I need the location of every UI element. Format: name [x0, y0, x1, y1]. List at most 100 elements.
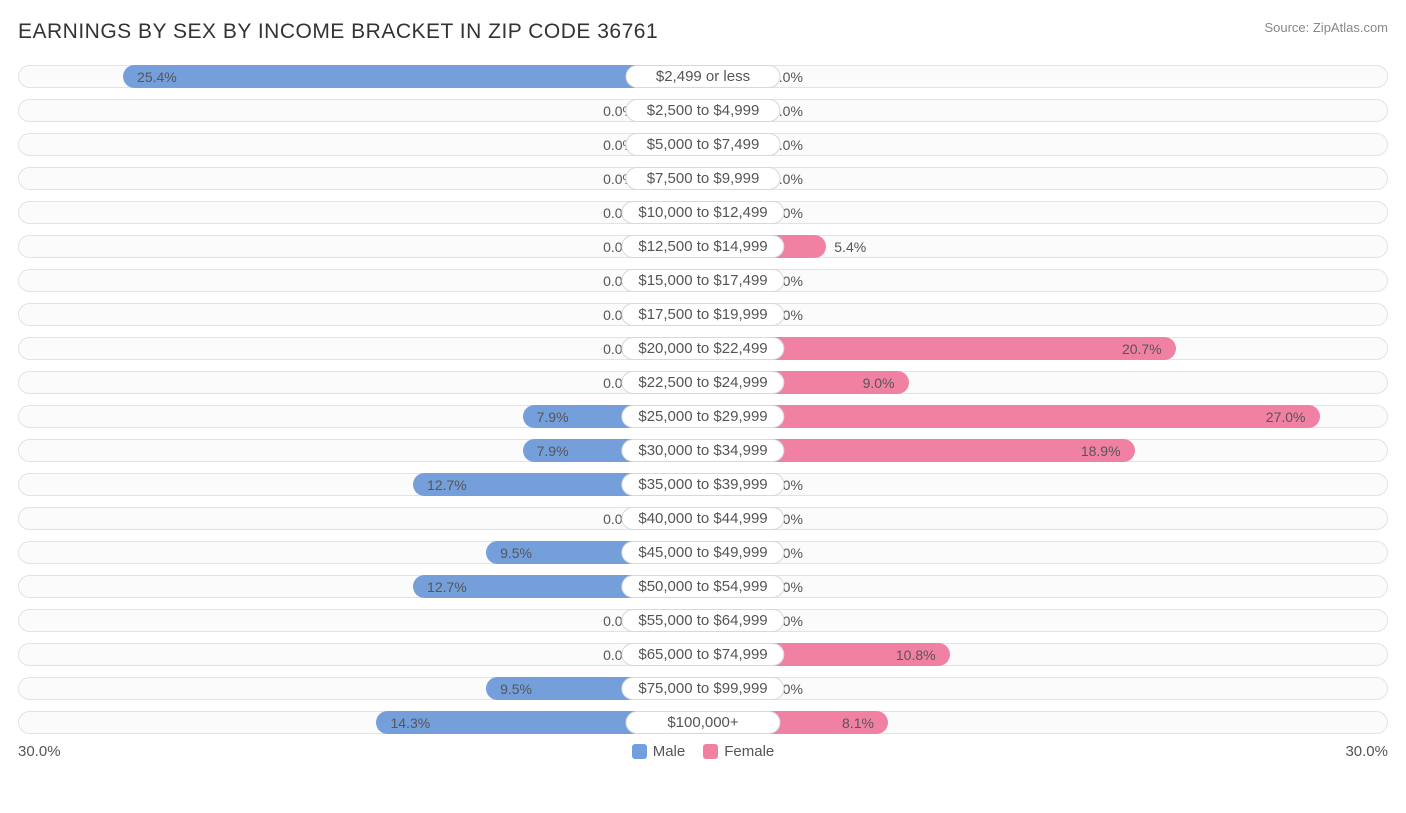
chart-row: 0.0%0.0%$5,000 to $7,499 [18, 130, 1388, 159]
legend-item-female: Female [703, 743, 774, 760]
chart-row: 0.0%5.4%$12,500 to $14,999 [18, 232, 1388, 261]
male-value: 9.5% [496, 545, 536, 561]
male-bar: 25.4% [123, 65, 703, 88]
chart-row: 7.9%18.9%$30,000 to $34,999 [18, 436, 1388, 465]
category-label: $75,000 to $99,999 [621, 677, 784, 700]
female-half [703, 235, 1388, 258]
female-half [703, 507, 1388, 530]
female-bar: 27.0% [703, 405, 1320, 428]
category-label: $20,000 to $22,499 [621, 337, 784, 360]
female-half: 27.0% [703, 405, 1388, 428]
female-half [703, 677, 1388, 700]
chart-row: 9.5%0.0%$75,000 to $99,999 [18, 674, 1388, 703]
category-label: $5,000 to $7,499 [626, 133, 781, 156]
male-half [18, 235, 703, 258]
category-label: $55,000 to $64,999 [621, 609, 784, 632]
male-half [18, 133, 703, 156]
category-label: $25,000 to $29,999 [621, 405, 784, 428]
chart-title: EARNINGS BY SEX BY INCOME BRACKET IN ZIP… [18, 20, 658, 44]
chart-row: 12.7%0.0%$35,000 to $39,999 [18, 470, 1388, 499]
chart-row: 0.0%0.0%$55,000 to $64,999 [18, 606, 1388, 635]
male-half: 9.5% [18, 677, 703, 700]
female-value: 20.7% [1118, 341, 1166, 357]
male-value: 25.4% [133, 69, 181, 85]
female-value: 9.0% [859, 375, 899, 391]
male-half: 12.7% [18, 575, 703, 598]
female-half [703, 65, 1388, 88]
chart-row: 0.0%9.0%$22,500 to $24,999 [18, 368, 1388, 397]
female-half [703, 541, 1388, 564]
legend-swatch-female [703, 744, 718, 759]
category-label: $40,000 to $44,999 [621, 507, 784, 530]
male-half: 14.3% [18, 711, 703, 734]
female-half [703, 303, 1388, 326]
male-half [18, 269, 703, 292]
male-half [18, 201, 703, 224]
category-label: $100,000+ [626, 711, 781, 734]
male-value: 7.9% [533, 443, 573, 459]
male-half: 12.7% [18, 473, 703, 496]
chart-row: 0.0%0.0%$2,500 to $4,999 [18, 96, 1388, 125]
male-value: 7.9% [533, 409, 573, 425]
male-half: 25.4% [18, 65, 703, 88]
chart-row: 0.0%0.0%$10,000 to $12,499 [18, 198, 1388, 227]
female-half: 8.1% [703, 711, 1388, 734]
diverging-bar-chart: 25.4%0.0%$2,499 or less0.0%0.0%$2,500 to… [18, 62, 1388, 737]
category-label: $17,500 to $19,999 [621, 303, 784, 326]
category-label: $12,500 to $14,999 [621, 235, 784, 258]
chart-footer: 30.0% Male Female 30.0% [18, 743, 1388, 760]
legend-item-male: Male [632, 743, 686, 760]
male-half: 7.9% [18, 405, 703, 428]
female-half [703, 167, 1388, 190]
male-half [18, 167, 703, 190]
chart-source: Source: ZipAtlas.com [1264, 20, 1388, 35]
chart-row: 14.3% 8.1% $100,000+ [18, 708, 1388, 737]
female-half [703, 269, 1388, 292]
male-half [18, 507, 703, 530]
chart-header: EARNINGS BY SEX BY INCOME BRACKET IN ZIP… [18, 20, 1388, 44]
chart-row: 0.0%0.0%$40,000 to $44,999 [18, 504, 1388, 533]
male-value: 12.7% [423, 477, 471, 493]
category-label: $7,500 to $9,999 [626, 167, 781, 190]
category-label: $2,499 or less [626, 65, 781, 88]
category-label: $15,000 to $17,499 [621, 269, 784, 292]
category-label: $22,500 to $24,999 [621, 371, 784, 394]
chart-row: 0.0%0.0%$7,500 to $9,999 [18, 164, 1388, 193]
male-half: 9.5% [18, 541, 703, 564]
male-half: 7.9% [18, 439, 703, 462]
female-half [703, 201, 1388, 224]
female-half [703, 575, 1388, 598]
male-value: 12.7% [423, 579, 471, 595]
legend-label-female: Female [724, 743, 774, 760]
axis-max-left: 30.0% [18, 743, 61, 760]
chart-row: 12.7%0.0%$50,000 to $54,999 [18, 572, 1388, 601]
chart-row: 0.0%0.0%$17,500 to $19,999 [18, 300, 1388, 329]
female-half [703, 133, 1388, 156]
category-label: $45,000 to $49,999 [621, 541, 784, 564]
legend-label-male: Male [653, 743, 686, 760]
category-label: $65,000 to $74,999 [621, 643, 784, 666]
male-half [18, 303, 703, 326]
category-label: $35,000 to $39,999 [621, 473, 784, 496]
female-value: 18.9% [1077, 443, 1125, 459]
male-half [18, 643, 703, 666]
category-label: $2,500 to $4,999 [626, 99, 781, 122]
male-half [18, 337, 703, 360]
female-half [703, 609, 1388, 632]
female-half [703, 99, 1388, 122]
female-value: 27.0% [1262, 409, 1310, 425]
female-half [703, 473, 1388, 496]
female-half: 20.7% [703, 337, 1388, 360]
male-half [18, 371, 703, 394]
male-value: 14.3% [386, 715, 434, 731]
category-label: $50,000 to $54,999 [621, 575, 784, 598]
female-value: 5.4% [834, 239, 866, 255]
female-value: 8.1% [838, 715, 878, 731]
female-value: 10.8% [892, 647, 940, 663]
male-half [18, 609, 703, 632]
legend: Male Female [632, 743, 775, 760]
male-half [18, 99, 703, 122]
legend-swatch-male [632, 744, 647, 759]
chart-row: 0.0%0.0%$15,000 to $17,499 [18, 266, 1388, 295]
female-half: 18.9% [703, 439, 1388, 462]
